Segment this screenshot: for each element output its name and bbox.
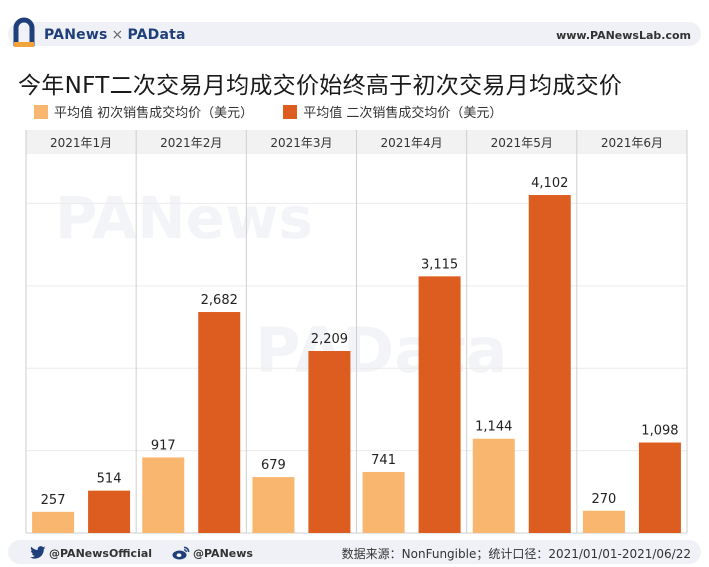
footer-bar xyxy=(8,540,701,564)
data-label-secondary-5: 4,102 xyxy=(531,176,568,191)
twitter-handle-text: @PANewsOfficial xyxy=(49,547,153,560)
bar-primary-4 xyxy=(362,471,405,533)
data-label-primary-5: 1,144 xyxy=(475,420,512,435)
category-label-6: 2021年6月 xyxy=(601,136,663,150)
header-bar xyxy=(8,22,701,46)
watermark-panews: PANews xyxy=(55,184,313,252)
data-source-note: 数据来源：NonFungible；统计口径：2021/01/01-2021/06… xyxy=(341,547,691,561)
weibo-icon xyxy=(172,546,190,560)
legend-item-secondary: 平均值 二次销售成交均价（美元） xyxy=(283,102,502,121)
category-label-2: 2021年2月 xyxy=(160,136,222,150)
bar-secondary-2 xyxy=(198,312,241,533)
bar-secondary-5 xyxy=(528,195,571,533)
legend-swatch-primary xyxy=(34,105,48,119)
bar-primary-1 xyxy=(32,511,75,533)
weibo-handle-text: @PANews xyxy=(193,547,253,560)
category-label-4: 2021年4月 xyxy=(380,136,442,150)
category-label-3: 2021年3月 xyxy=(270,136,332,150)
data-label-primary-6: 270 xyxy=(592,492,617,507)
site-url[interactable]: www.PANewsLab.com xyxy=(556,29,691,42)
bar-primary-2 xyxy=(142,457,185,533)
data-label-primary-2: 917 xyxy=(151,438,176,453)
category-label-5: 2021年5月 xyxy=(491,136,553,150)
bar-secondary-6 xyxy=(638,442,681,533)
data-label-secondary-2: 2,682 xyxy=(201,293,238,308)
bar-secondary-4 xyxy=(418,276,461,533)
data-label-secondary-4: 3,115 xyxy=(421,257,458,272)
bar-primary-5 xyxy=(472,438,515,533)
legend-item-primary: 平均值 初次销售成交均价（美元） xyxy=(34,102,253,121)
bar-primary-3 xyxy=(252,477,295,533)
legend-swatch-secondary xyxy=(283,105,298,119)
data-label-primary-1: 257 xyxy=(41,493,66,508)
chart-title: 今年NFT二次交易月均成交价始终高于初次交易月均成交价 xyxy=(18,73,623,99)
brand-padata: PAData xyxy=(127,27,186,43)
bar-secondary-1 xyxy=(88,490,131,533)
bar-secondary-3 xyxy=(308,350,351,533)
data-label-primary-4: 741 xyxy=(371,453,396,468)
brand-panews: PANews xyxy=(44,27,108,43)
panews-logo-icon xyxy=(13,17,35,47)
brand-separator: × xyxy=(111,27,124,43)
legend-label-primary: 平均值 初次销售成交均价（美元） xyxy=(54,106,254,121)
twitter-handle[interactable]: @PANewsOfficial xyxy=(30,546,152,560)
chart-legend: 平均值 初次销售成交均价（美元） 平均值 二次销售成交均价（美元） xyxy=(34,102,528,121)
data-label-secondary-6: 1,098 xyxy=(641,424,678,439)
category-label-1: 2021年1月 xyxy=(50,136,112,150)
data-label-secondary-3: 2,209 xyxy=(311,332,348,347)
data-label-secondary-1: 514 xyxy=(97,472,122,487)
brand-name: PANews × PAData xyxy=(44,27,186,43)
legend-label-secondary: 平均值 二次销售成交均价（美元） xyxy=(303,106,503,121)
data-label-primary-3: 679 xyxy=(261,458,286,473)
twitter-icon xyxy=(30,546,46,559)
weibo-handle[interactable]: @PANews xyxy=(172,546,253,560)
watermark-padata: PAData xyxy=(255,314,508,387)
bar-primary-6 xyxy=(582,510,625,533)
